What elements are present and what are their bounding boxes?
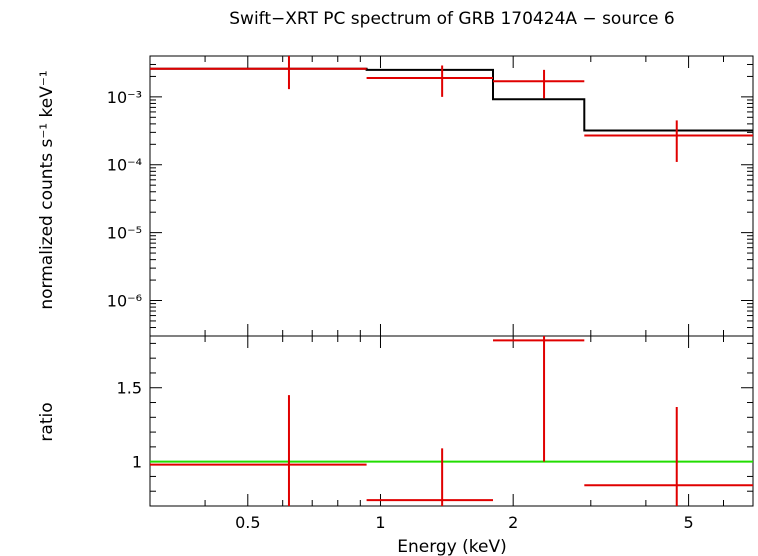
spectrum-frame	[149, 55, 754, 337]
x-tick-label: 5	[683, 513, 693, 532]
spectrum-y-axis-label: normalized counts s⁻¹ keV⁻¹	[37, 70, 57, 309]
model-step-line	[150, 67, 753, 132]
x-tick-label: 2	[508, 513, 518, 532]
x-tick-label: 0.5	[235, 513, 260, 532]
x-tick-label: 1	[375, 513, 385, 532]
x-axis-label: Energy (keV)	[397, 537, 507, 556]
ratio-frame	[149, 335, 754, 507]
ratio-y-axis-label: ratio	[37, 402, 57, 441]
spectrum-y-tick-label: 10⁻⁴	[107, 156, 142, 175]
spectrum-y-tick-label: 10⁻⁶	[107, 292, 142, 311]
chart-title: Swift−XRT PC spectrum of GRB 170424A − s…	[229, 9, 675, 29]
ratio-y-tick-label: 1.5	[117, 379, 142, 398]
spectrum-y-tick-label: 10⁻⁵	[107, 224, 142, 243]
spectrum-y-tick-label: 10⁻³	[107, 88, 142, 107]
ratio-y-tick-label: 1	[132, 453, 142, 472]
